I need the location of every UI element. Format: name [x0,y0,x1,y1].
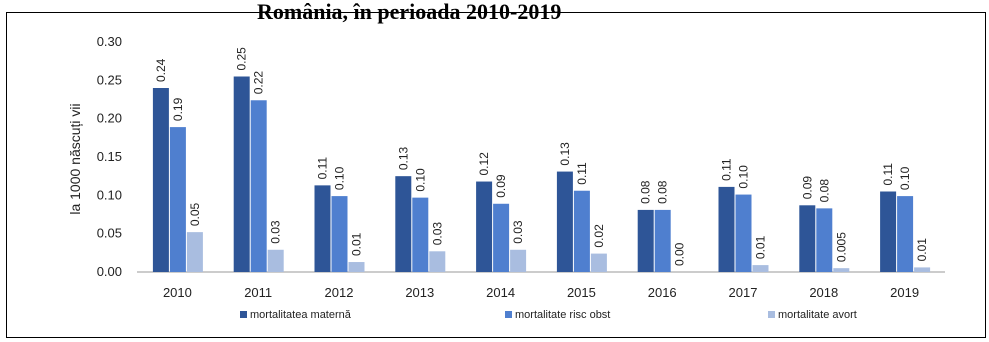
data-label: 0.08 [639,180,653,204]
data-label: 0.005 [834,232,848,262]
data-label: 0.02 [592,224,606,248]
bar [429,251,446,272]
bar [250,100,267,273]
data-label: 0.03 [269,220,283,244]
data-label: 0.01 [350,232,364,256]
data-label: 0.13 [396,146,410,170]
bar [152,88,169,272]
data-label: 0.03 [511,220,525,244]
chart-frame: România, în perioada 2010-2019 [6,0,986,338]
legend-label: mortalitatea maternă [250,309,352,321]
bar [735,194,752,272]
bar [914,267,931,272]
bar [348,262,365,272]
bar [718,186,735,272]
x-tick-label: 2018 [809,285,838,300]
data-label: 0.12 [477,152,491,176]
x-tick-label: 2013 [405,285,434,300]
bar [897,196,914,272]
bar [752,265,769,272]
bar [510,249,527,272]
data-label: 0.10 [737,165,751,189]
bar [637,209,654,272]
bar [331,196,348,272]
bar [833,268,850,272]
x-tick-label: 2012 [325,285,354,300]
bar [799,205,816,272]
bar [412,197,429,272]
data-label: 0.03 [430,222,444,246]
data-label: 0.01 [754,235,768,259]
bar [267,249,284,272]
data-label: 0.11 [575,162,589,185]
bar [493,203,510,272]
x-tick-label: 2010 [163,285,192,300]
y-tick-label: 0.20 [97,111,122,126]
data-label: 0.10 [898,166,912,190]
bar [186,232,203,272]
legend-label: mortalitate avort [778,309,857,321]
bar [590,253,607,272]
data-label: 0.10 [413,168,427,192]
bar [556,171,573,272]
data-label: 0.05 [188,202,202,226]
y-tick-label: 0.15 [97,149,122,164]
bar [395,176,412,272]
y-tick-label: 0.25 [97,72,122,87]
chart-title: România, în perioada 2010-2019 [257,0,562,24]
x-tick-label: 2016 [648,285,677,300]
data-label: 0.01 [915,238,929,262]
legend-swatch [240,311,247,318]
data-label: 0.09 [800,176,814,200]
y-tick-label: 0.30 [97,34,122,49]
data-label: 0.00 [673,242,687,266]
y-tick-label: 0.05 [97,226,122,241]
legend-label: mortalitate risc obst [515,309,610,321]
bar [169,127,186,272]
x-tick-label: 2011 [244,285,272,300]
x-tick-label: 2017 [729,285,758,300]
data-label: 0.08 [817,179,831,203]
bar [476,181,493,272]
x-tick-label: 2019 [890,285,919,300]
data-label: 0.13 [558,142,572,166]
data-label: 0.24 [154,58,168,82]
data-label: 0.25 [235,47,249,71]
y-axis-label: la 1000 născuți vii [67,103,83,214]
data-label: 0.10 [333,166,347,190]
data-label: 0.11 [316,157,330,180]
bar [233,76,250,272]
data-label: 0.11 [720,158,734,181]
y-tick-label: 0.00 [97,264,122,279]
bar [880,191,897,272]
y-tick-label: 0.10 [97,187,122,202]
data-label: 0.19 [171,97,185,121]
data-label: 0.11 [881,163,895,186]
bar [573,190,590,272]
legend-swatch [505,311,512,318]
data-label: 0.22 [252,71,266,95]
x-tick-label: 2015 [567,285,596,300]
bar [314,185,331,272]
bar [654,209,671,272]
data-label: 0.08 [656,180,670,204]
legend-swatch [768,311,775,318]
bar [816,208,833,272]
x-tick-label: 2014 [486,285,515,300]
data-label: 0.09 [494,174,508,198]
